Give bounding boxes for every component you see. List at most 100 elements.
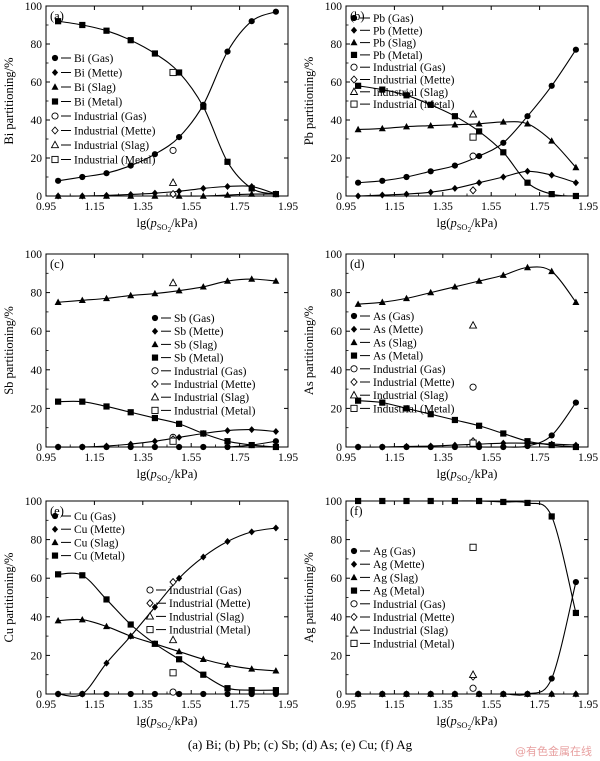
legend-label: Industrial (Metal) [373, 638, 455, 650]
industrial-point [168, 278, 178, 287]
x-tick-label: 1.15 [84, 699, 104, 711]
x-tick-label: 0.95 [36, 699, 56, 711]
legend-marker [350, 14, 358, 22]
legend: As (Gas)As (Mette)As (Slag)As (Metal)Ind… [349, 311, 455, 415]
data-point [55, 443, 62, 451]
y-tick-label: 0 [36, 442, 42, 454]
legend-marker [51, 126, 59, 135]
data-point [175, 192, 183, 199]
industrial-point [169, 437, 177, 445]
data-point [378, 124, 386, 132]
data-point [403, 122, 410, 130]
series-line-4 [358, 400, 576, 448]
x-tick-label: 1.95 [578, 699, 598, 711]
data-point [355, 443, 362, 451]
legend-marker [145, 611, 155, 620]
legend-label: Sb (Metal) [174, 353, 224, 365]
y-tick-label: 40 [31, 365, 43, 377]
y-axis-label: Bi partitioning/% [2, 57, 16, 144]
data-point [175, 286, 183, 294]
data-point [199, 283, 207, 290]
x-tick-label: 0.95 [36, 452, 56, 464]
data-point [55, 18, 62, 25]
data-point [451, 441, 458, 449]
data-point [548, 513, 555, 520]
legend: Pb (Gas)Pb (Mette)Pb (Slag)Pb (Metal)Ind… [349, 13, 455, 111]
data-point [248, 426, 255, 434]
legend-marker [350, 612, 358, 622]
data-point [572, 46, 580, 53]
data-point [524, 263, 531, 271]
industrial-point [469, 684, 477, 692]
chart-panel-6: 0.95 1.15 1.35 1.55 1.75 1.95 0 20 40 60 80 100 lg(p… [302, 496, 598, 732]
x-tick-label: 1.15 [84, 201, 104, 213]
y-tick-label: 80 [31, 288, 43, 300]
data-point [524, 690, 531, 697]
legend: Bi (Gas) Bi (Mette) Bi (Slag) Bi (Metal) Ind… [50, 53, 156, 167]
data-point [354, 125, 362, 133]
data-point [355, 192, 362, 200]
data-point [354, 690, 362, 697]
legend-marker [350, 377, 358, 387]
legend-label: Cu (Metal) [74, 551, 125, 563]
data-point [272, 524, 279, 532]
data-point [403, 442, 410, 450]
legend-marker [151, 340, 159, 348]
legend-marker [146, 626, 154, 634]
x-tick-label: 1.75 [230, 452, 250, 464]
industrial-point [169, 146, 177, 154]
chart-panel-2: 0.95 1.15 1.35 1.55 1.75 1.95 0 20 40 60 80 100 lg(p… [302, 1, 598, 234]
data-point [176, 656, 183, 663]
data-point [451, 162, 458, 169]
data-point [200, 184, 207, 192]
data-point [476, 179, 483, 187]
data-point [548, 432, 555, 439]
data-point [103, 170, 110, 177]
data-point [248, 185, 255, 192]
y-axis-label: As partitioning/% [302, 306, 316, 395]
data-point [272, 191, 279, 198]
legend-label: Industrial (Gas) [373, 62, 446, 74]
legend-marker [350, 325, 358, 333]
x-axis-label: lg(pSO2/kPa) [437, 216, 498, 234]
legend-label: Pb (Mette) [373, 25, 423, 37]
data-point [248, 18, 255, 25]
data-point [355, 497, 362, 505]
legend-label: Industrial (Mette) [174, 379, 256, 391]
y-tick-label: 100 [25, 496, 43, 508]
legend-marker [350, 51, 358, 58]
legend-marker [350, 600, 358, 608]
data-point [500, 439, 507, 447]
plot-frame [45, 253, 289, 448]
legend-label: Pb (Gas) [373, 13, 414, 25]
x-tick-label: 1.55 [181, 201, 201, 213]
legend-label: Cu (Gas) [74, 511, 116, 523]
legend-label: Industrial (Gas) [174, 366, 247, 378]
industrial-point [469, 152, 477, 160]
data-point [379, 497, 386, 505]
x-tick-label: 1.95 [278, 452, 298, 464]
y-tick-label: 0 [336, 689, 342, 701]
y-tick-label: 20 [31, 403, 43, 415]
data-point [248, 190, 256, 197]
data-point [103, 442, 110, 450]
x-tick-label: 1.15 [84, 452, 104, 464]
data-point [103, 192, 110, 199]
data-point [151, 690, 158, 698]
data-point [151, 640, 158, 647]
legend-marker [350, 547, 358, 555]
legend-marker [350, 338, 358, 346]
chart-panel-5: 0.95 1.15 1.35 1.55 1.75 1.95 0 20 40 60 80 100 lg(p… [2, 496, 298, 732]
data-point [151, 50, 158, 57]
data-point [224, 690, 231, 698]
x-tick-label: 0.95 [336, 201, 356, 213]
data-point [54, 616, 62, 624]
x-axis-label: lg(pSO2/kPa) [137, 714, 198, 732]
x-tick-label: 1.15 [384, 201, 404, 213]
data-point [151, 437, 158, 445]
data-point [476, 440, 483, 448]
legend-marker [51, 512, 59, 520]
legend-marker [350, 352, 358, 359]
data-point [378, 690, 386, 697]
